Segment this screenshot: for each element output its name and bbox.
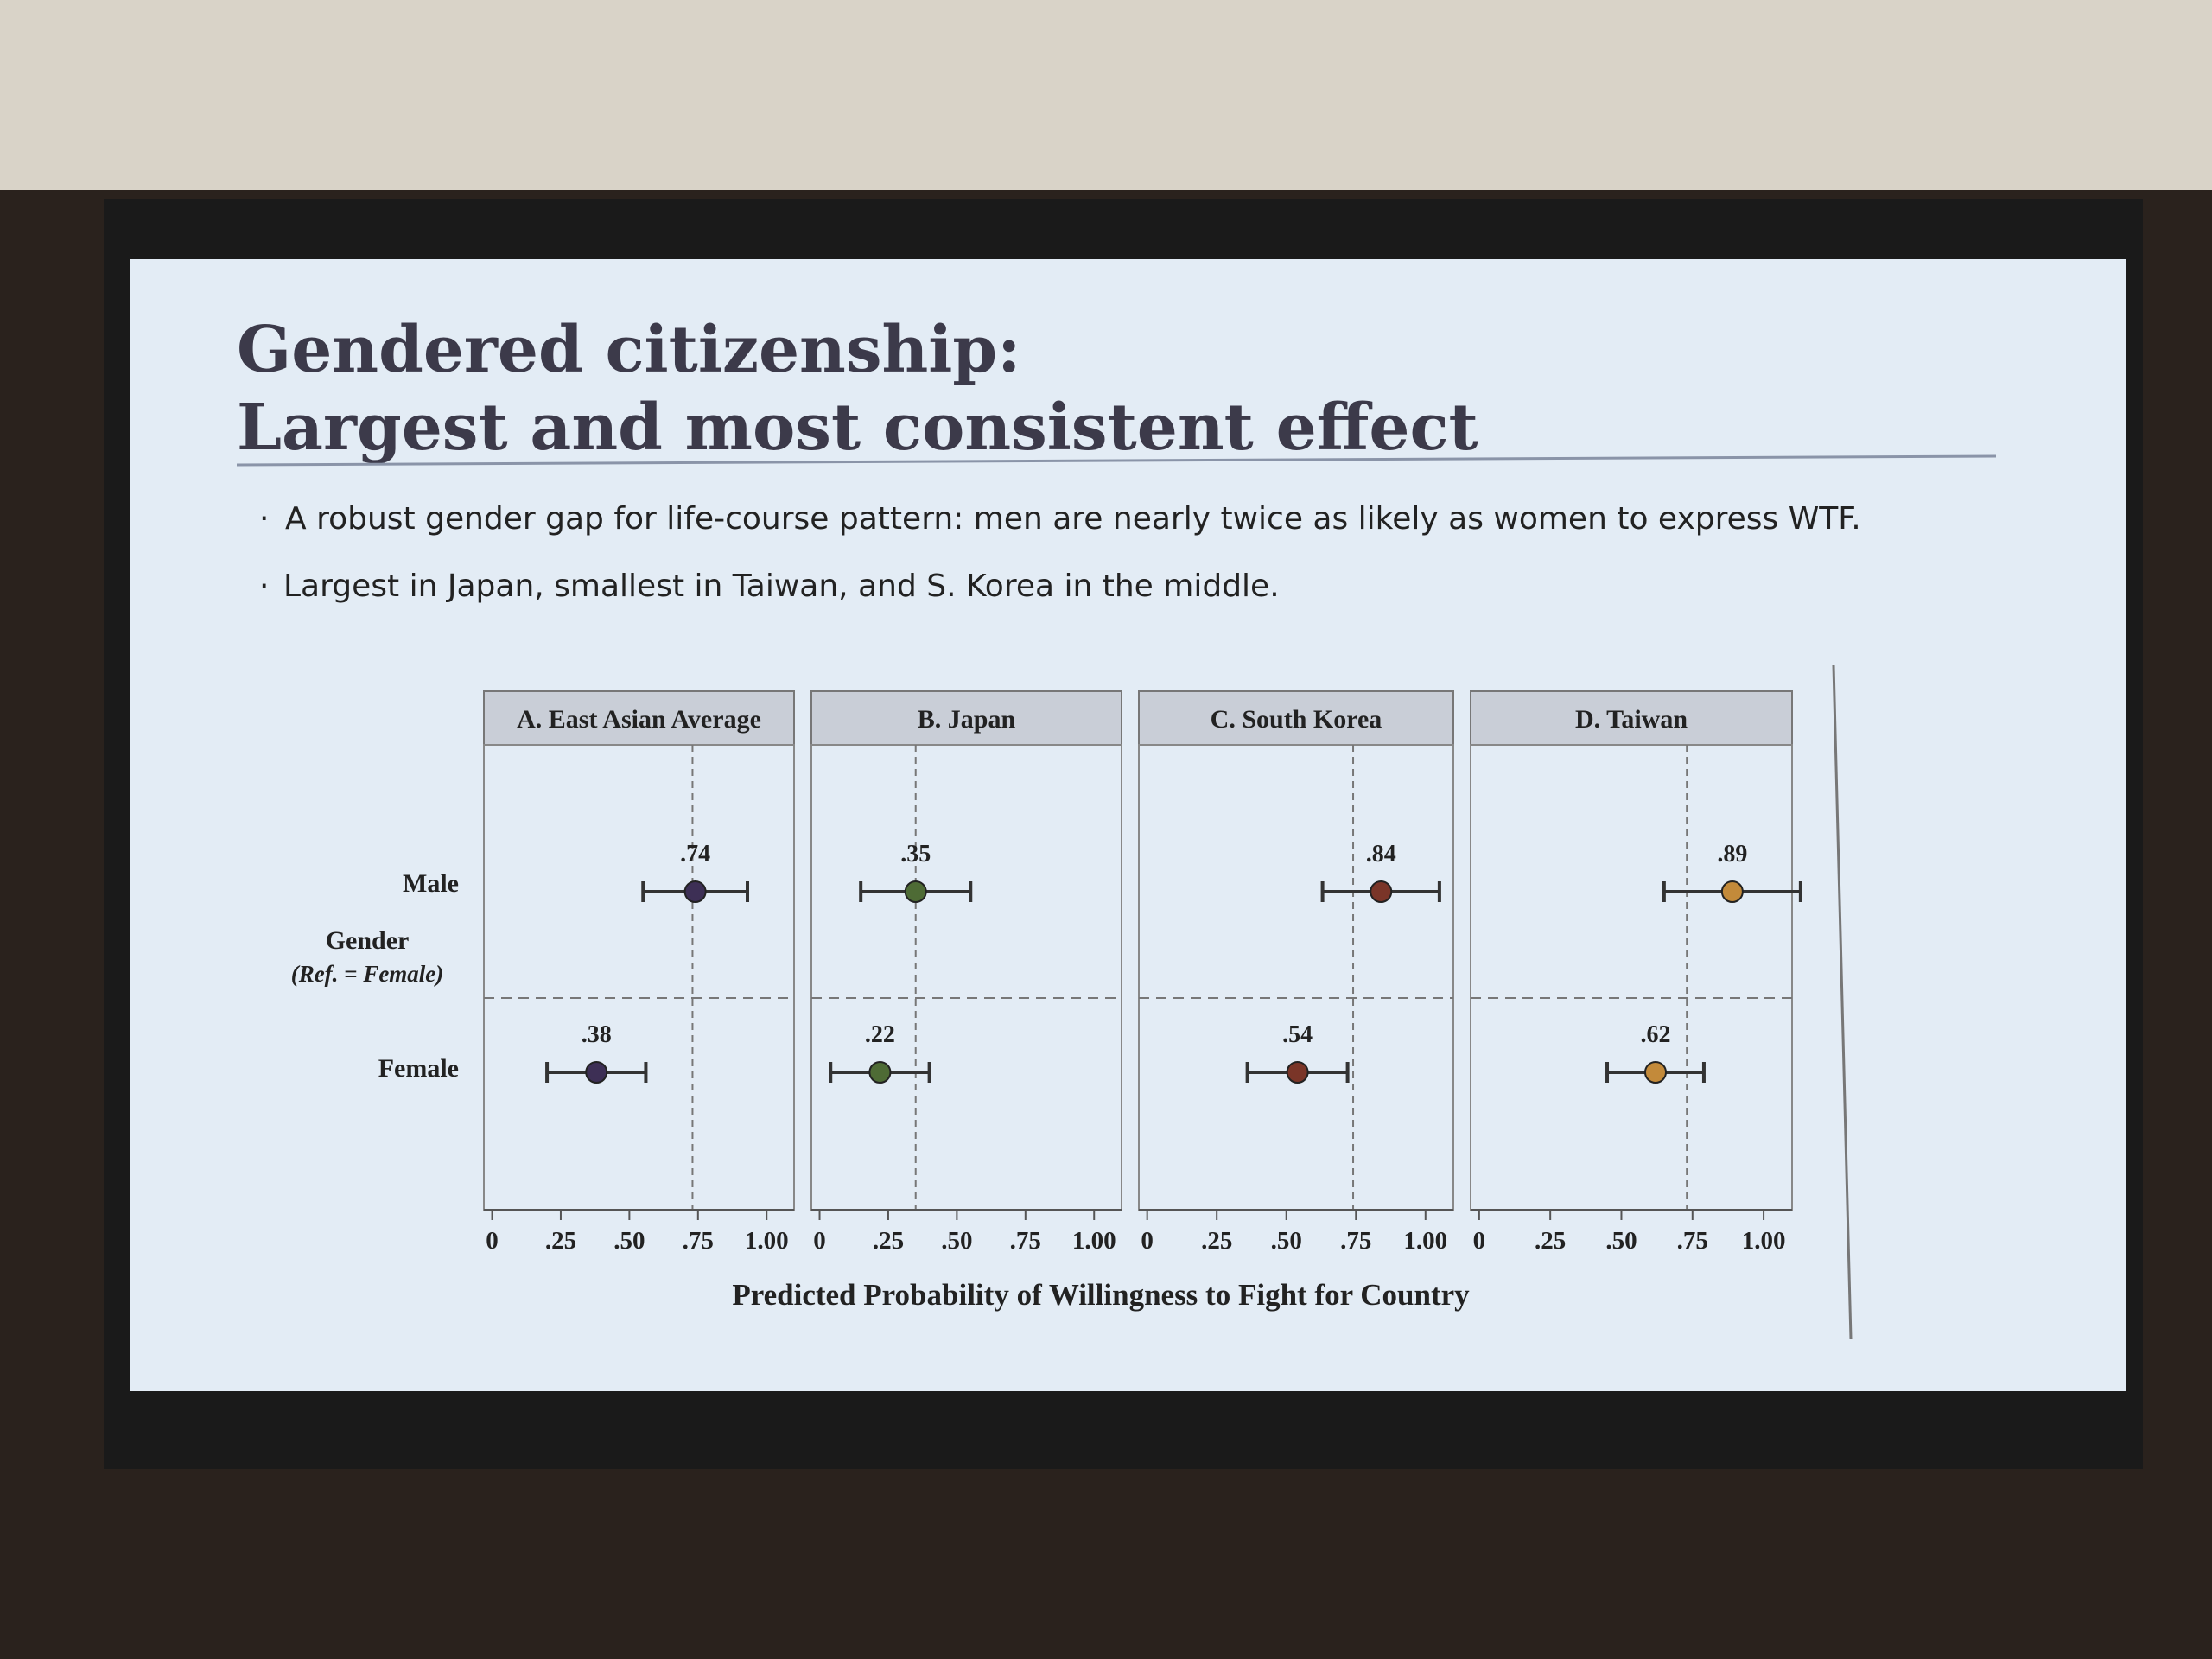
x-axis-label: Predicted Probability of Willingness to … <box>732 1278 1470 1312</box>
point <box>1286 1061 1309 1084</box>
x-tick-label: .25 <box>873 1227 904 1255</box>
x-tick-label: 1.00 <box>1742 1227 1786 1255</box>
ceiling <box>0 0 2212 190</box>
y-axis-note: (Ref. = Female) <box>291 961 444 987</box>
x-tick-label: 0 <box>1141 1227 1154 1255</box>
panel-title: B. Japan <box>918 705 1016 734</box>
panel-title: D. Taiwan <box>1575 705 1688 734</box>
bullet: Largest in Japan, smallest in Taiwan, an… <box>283 569 1280 604</box>
x-tick-label: 1.00 <box>1403 1227 1447 1255</box>
panel-header <box>483 690 795 746</box>
row-label: Male <box>403 869 459 898</box>
x-tick-label: .75 <box>1340 1227 1371 1255</box>
bullet-dot: · <box>259 501 269 537</box>
x-tick-label: 1.00 <box>1072 1227 1116 1255</box>
point <box>904 880 927 903</box>
x-tick-label: .75 <box>1677 1227 1708 1255</box>
point <box>1370 880 1393 903</box>
row-label: Female <box>378 1054 459 1083</box>
y-axis-label: Gender <box>326 926 410 955</box>
slide-title-line: Largest and most consistent effect <box>237 391 1478 465</box>
x-tick-label: .50 <box>1605 1227 1637 1255</box>
x-tick-label: .75 <box>1010 1227 1041 1255</box>
value-label: .62 <box>1640 1021 1670 1048</box>
value-label: .84 <box>1366 841 1396 868</box>
point <box>1720 880 1744 903</box>
point <box>1643 1061 1667 1084</box>
title-rule <box>236 454 1997 467</box>
slide-title-line: Gendered citizenship: <box>237 313 1020 387</box>
value-label: .54 <box>1282 1021 1313 1048</box>
point <box>868 1061 892 1084</box>
x-tick-label: .25 <box>1201 1227 1232 1255</box>
panel-title: C. South Korea <box>1211 705 1382 734</box>
panel-header <box>1138 690 1454 746</box>
x-tick-label: .50 <box>1271 1227 1302 1255</box>
point <box>585 1061 608 1084</box>
x-tick-label: .50 <box>941 1227 972 1255</box>
x-tick-label: 0 <box>1473 1227 1486 1255</box>
value-label: .35 <box>900 841 931 868</box>
x-tick-label: .25 <box>545 1227 576 1255</box>
x-tick-label: 0 <box>813 1227 826 1255</box>
slide-edge-line <box>1832 664 1853 1340</box>
panel-header <box>1470 690 1793 746</box>
panel-header <box>810 690 1122 746</box>
value-label: .22 <box>865 1021 895 1048</box>
x-tick-label: .50 <box>613 1227 645 1255</box>
bullet: A robust gender gap for life-course patt… <box>285 501 1861 537</box>
value-label: .38 <box>582 1021 612 1048</box>
point <box>683 880 707 903</box>
value-label: .89 <box>1717 841 1747 868</box>
x-tick-label: 0 <box>486 1227 499 1255</box>
x-tick-label: .25 <box>1535 1227 1566 1255</box>
panel-title: A. East Asian Average <box>517 705 761 734</box>
x-tick-label: .75 <box>683 1227 714 1255</box>
value-label: .74 <box>680 841 710 868</box>
bullet-dot: · <box>259 569 269 604</box>
x-tick-label: 1.00 <box>745 1227 789 1255</box>
